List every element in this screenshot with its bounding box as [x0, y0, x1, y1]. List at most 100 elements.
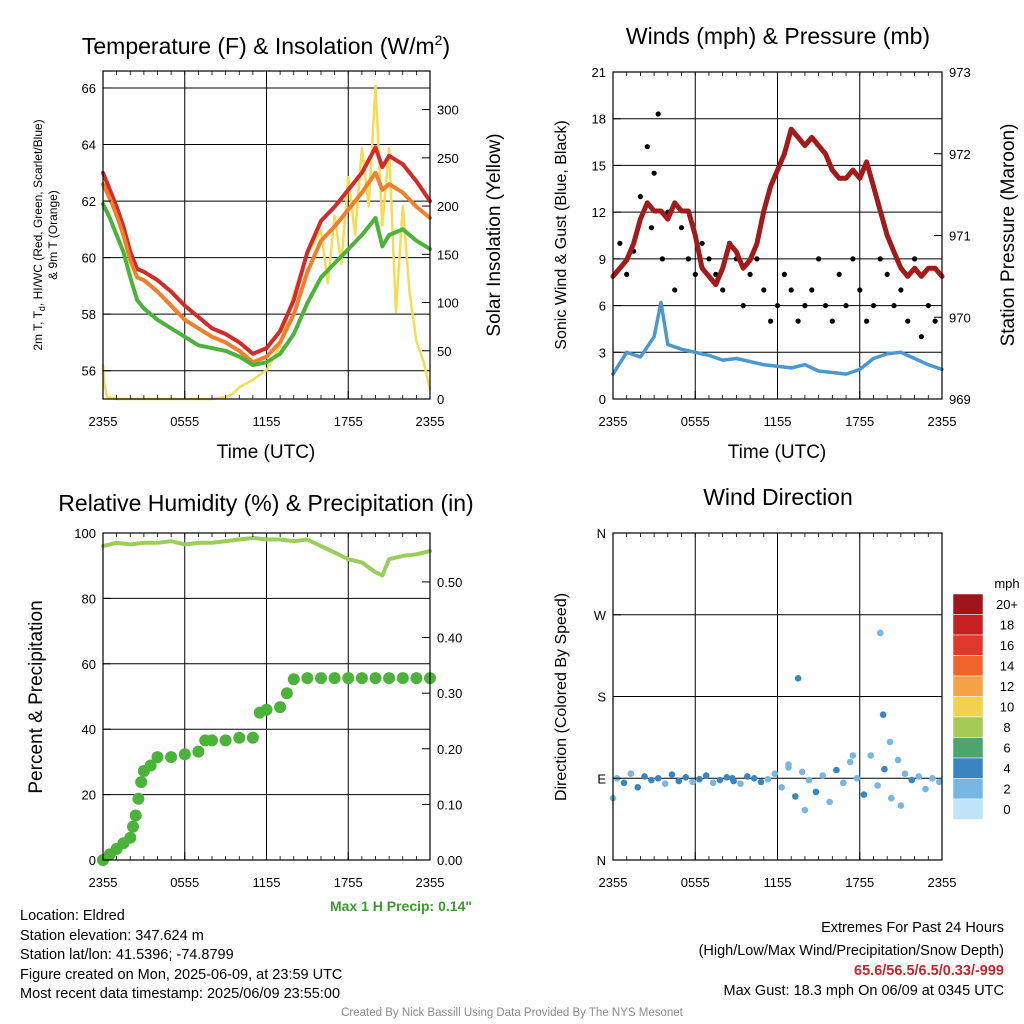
gust-point [740, 303, 746, 309]
gust-point [843, 303, 849, 309]
y-tick-label: 20 [82, 788, 96, 803]
direction-point [737, 780, 744, 787]
precip-point [315, 672, 327, 685]
gust-point [651, 170, 657, 176]
max-gust-text: Max Gust: 18.3 mph On 06/09 at 0345 UTC [723, 982, 1004, 999]
legend-label: 2 [1003, 782, 1010, 797]
gust-point [850, 256, 856, 262]
direction-point [897, 802, 905, 809]
direction-title: Wind Direction [703, 484, 853, 510]
gust-point [648, 225, 655, 231]
gust-point [678, 225, 685, 231]
gust-point [912, 256, 918, 262]
x-tick-label: 2355 [599, 875, 628, 890]
precip-point [233, 731, 246, 744]
precip-point [410, 672, 423, 685]
direction-point [654, 775, 662, 782]
direction-point [648, 776, 655, 784]
x-tick-label: 1755 [334, 875, 363, 890]
station-info: Location: Eldred Station elevation: 347.… [20, 907, 342, 1005]
y2-tick-label: 0.40 [437, 631, 462, 646]
gust-point [747, 271, 753, 277]
precip-point [280, 687, 293, 700]
humidity-ylabel: Percent & Precipitation [26, 600, 47, 793]
gust-point [795, 318, 801, 324]
y2-tick-label: 0 [437, 392, 444, 407]
gust-point [925, 303, 931, 309]
legend-label: 6 [1003, 741, 1010, 756]
y-tick-label: 56 [82, 364, 96, 379]
gust-point [672, 287, 678, 293]
elevation-text: Station elevation: 347.624 m [20, 927, 204, 944]
y-tick-label: 21 [592, 65, 606, 80]
temperature-ticks: 2355 0555 1155 1755 2355 56 58 60 62 64 66 0 50 100 15… [82, 71, 459, 429]
y2-tick-label: 0.20 [437, 742, 462, 757]
legend-swatch [952, 757, 984, 779]
gust-point [699, 240, 705, 246]
x-tick-label: 0555 [170, 414, 199, 429]
extremes-box: Extremes For Past 24 Hours (High/Low/Max… [699, 919, 1004, 1001]
y-tick-label: E [597, 771, 606, 786]
y-tick-label: 60 [82, 657, 96, 672]
y2-tick-label: 0.00 [437, 853, 462, 868]
humidity-ticks: 2355 0555 1155 1755 2355 0 20 40 60 80 100 0.00 0.10… [74, 526, 462, 890]
y-tick-label: 40 [82, 722, 96, 737]
x-tick-label: 1755 [845, 875, 874, 890]
temperature-xlabel: Time (UTC) [217, 442, 316, 463]
direction-point [915, 773, 922, 780]
direction-point [805, 776, 813, 784]
direction-point [702, 772, 710, 779]
y-tick-label: N [597, 853, 606, 868]
gust-point [905, 318, 911, 324]
gust-point [836, 271, 842, 277]
precip-point [342, 672, 355, 685]
precip-point [301, 672, 314, 685]
precip-point [135, 776, 148, 789]
direction-point [922, 785, 929, 793]
temperature-title: Temperature (F) & Insolation (W/m2) [82, 32, 450, 59]
precip-point [219, 734, 232, 747]
x-tick-label: 1155 [764, 414, 792, 429]
x-tick-label: 2355 [89, 414, 118, 429]
x-tick-label: 1755 [845, 414, 874, 429]
y-tick-label: 66 [82, 81, 96, 96]
x-tick-label: 2355 [89, 875, 118, 890]
direction-point [661, 780, 669, 787]
direction-point [840, 779, 847, 787]
gust-point [932, 318, 938, 324]
temperature-panel: Temperature (F) & Insolation (W/m2) 2355… [31, 32, 505, 463]
y2-tick-label: 973 [949, 65, 971, 80]
direction-point [888, 794, 895, 802]
gust-point [788, 287, 794, 293]
precip-point [246, 731, 259, 744]
gust-point [655, 111, 661, 117]
y-tick-label: 6 [599, 299, 606, 314]
direction-point [798, 768, 806, 776]
direction-point [874, 782, 881, 789]
y2-tick-label: 250 [437, 151, 459, 166]
direction-point [901, 770, 909, 777]
direction-point [894, 756, 902, 764]
speed-legend: mph 20+ 18 16 14 12 10 8 6 4 2 0 [952, 576, 1020, 820]
gust-point [637, 194, 644, 200]
direction-grid [612, 532, 943, 861]
legend-label: 10 [1000, 700, 1014, 715]
direction-point [634, 784, 641, 791]
gust-point [692, 271, 698, 277]
direction-point [729, 775, 736, 782]
direction-panel: Wind Direction 2355 0555 1155 1755 2355 N E S W N… [553, 484, 1020, 890]
direction-point [750, 775, 758, 782]
gust-point [864, 318, 870, 324]
gust-point [644, 144, 650, 150]
legend-label: 18 [1000, 618, 1014, 633]
precip-point [192, 745, 205, 758]
direction-point [764, 775, 772, 783]
temperature-ylabel-line2: & 9m T (Orange) [46, 190, 60, 280]
precip-point [132, 792, 145, 805]
legend-label: 0 [1003, 802, 1010, 817]
direction-point [668, 771, 676, 778]
x-tick-label: 2355 [928, 414, 957, 429]
direction-point [801, 806, 809, 814]
legend-swatch [952, 634, 984, 656]
